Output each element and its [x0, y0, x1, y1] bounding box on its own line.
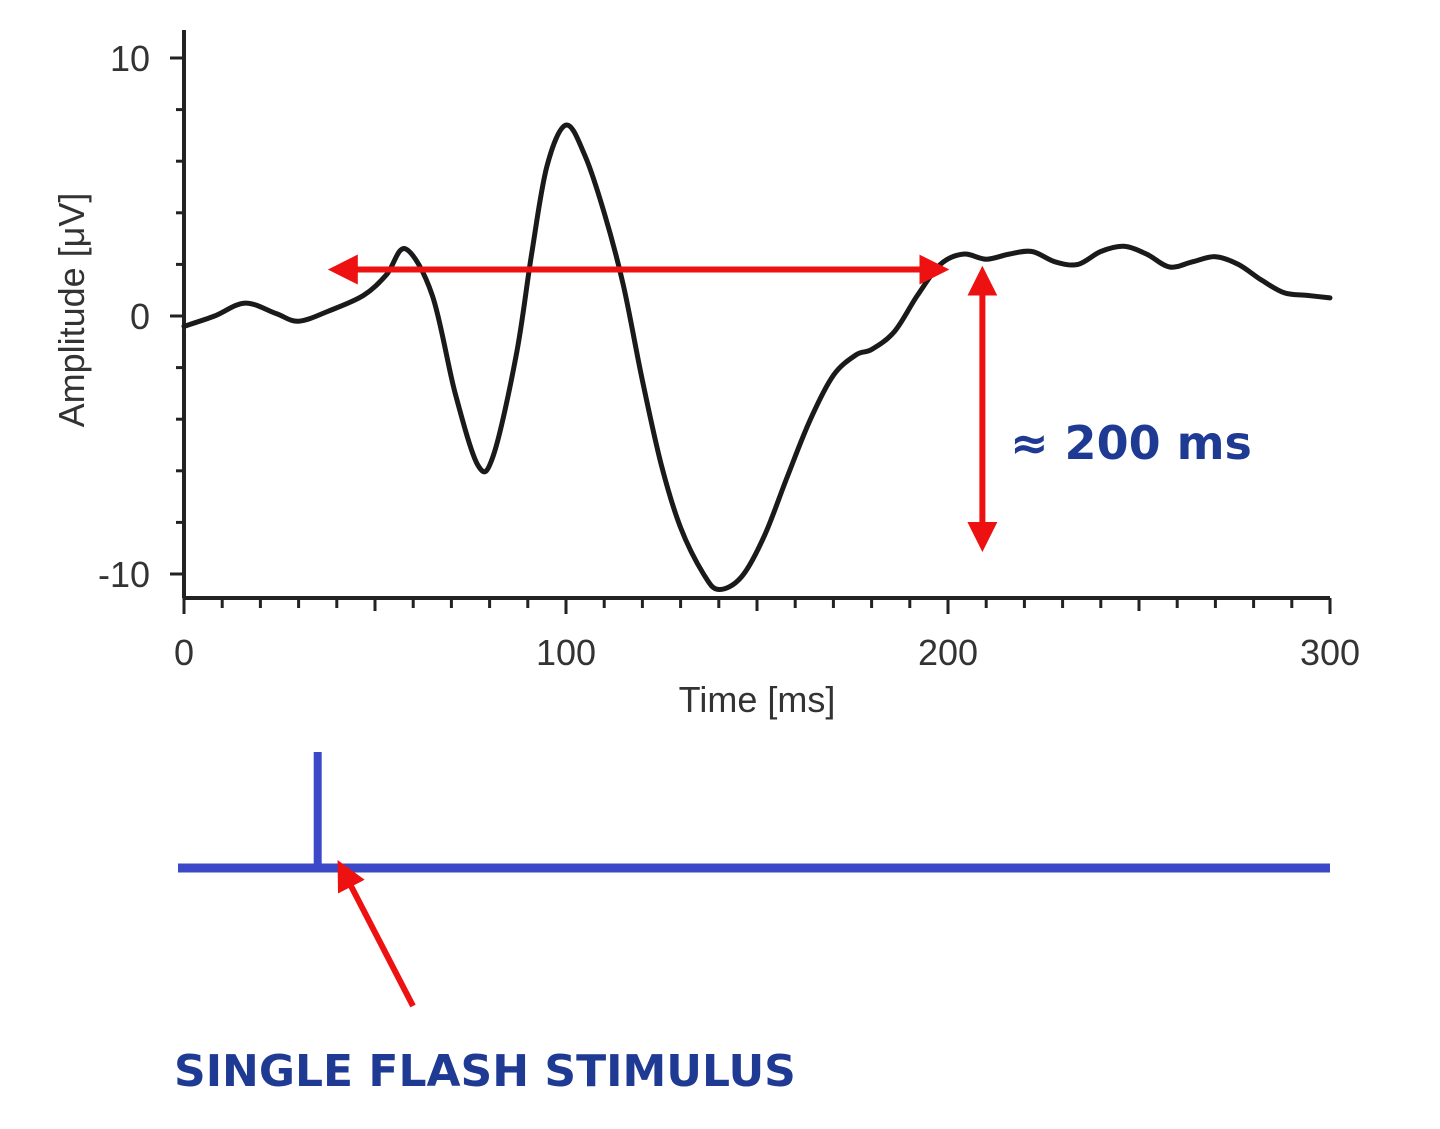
y-axis-title: Amplitude [μV]	[51, 193, 92, 428]
x-axis-title: Time [ms]	[679, 679, 836, 720]
x-tick-label: 100	[536, 632, 596, 673]
x-tick-label: 200	[918, 632, 978, 673]
x-axis-ticks	[182, 598, 1332, 614]
y-axis-ticks	[170, 56, 184, 576]
stimulus-pointer-arrow	[337, 860, 416, 1008]
y-tick-labels: -10 0 10	[98, 38, 150, 595]
x-tick-label: 300	[1300, 632, 1360, 673]
y-tick-label: 10	[110, 38, 150, 79]
x-tick-label: 0	[174, 632, 194, 673]
vep-waveform-line	[181, 122, 1333, 593]
plot-area: -10 0 10 0 100 200 300 Time [ms] Amplitude [μ…	[51, 30, 1360, 720]
stimulus-label: SINGLE FLASH STIMULUS	[174, 1046, 796, 1097]
x-tick-labels: 0 100 200 300	[174, 632, 1360, 673]
stimulus-trace: SINGLE FLASH STIMULUS	[174, 752, 1330, 1097]
interval-label: ≈ 200 ms	[1010, 416, 1252, 470]
y-tick-label: 0	[130, 296, 150, 337]
y-tick-label: -10	[98, 554, 150, 595]
